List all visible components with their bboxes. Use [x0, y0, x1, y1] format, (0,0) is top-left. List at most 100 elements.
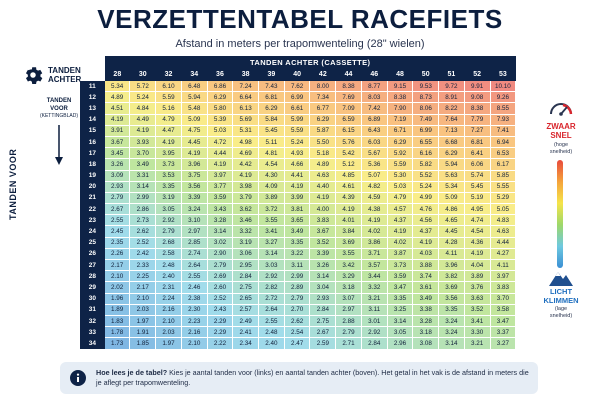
table-cell: 9.15: [387, 81, 414, 93]
table-cell: 2.60: [207, 281, 234, 294]
table-cell: 3.49: [284, 225, 311, 238]
legend-heavy-line1: ZWAAR: [546, 122, 576, 131]
table-cell: 6.29: [438, 147, 465, 160]
table-cell: 3.55: [258, 214, 285, 227]
table-cell: 4.69: [232, 147, 260, 160]
left-box-label: TANDEN VOOR (KETTINGBLAD): [36, 98, 82, 121]
table-cell: 2.25: [129, 270, 157, 283]
table-cell: 3.32: [361, 281, 388, 294]
table-cell: 3.81: [284, 203, 311, 216]
table-cell: 3.93: [129, 136, 157, 149]
table-cell: 4.82: [361, 181, 388, 193]
table-cell: 3.01: [361, 315, 388, 328]
row-header-34: 34: [80, 337, 105, 349]
table-cell: 5.80: [207, 102, 234, 115]
table-cell: 6.29: [258, 102, 285, 115]
table-cell: 6.71: [387, 125, 414, 137]
table-cell: 3.96: [438, 259, 465, 272]
table-cell: 6.64: [232, 91, 260, 104]
table-cell: 6.94: [490, 136, 517, 149]
table-cell: 3.37: [490, 326, 517, 339]
table-cell: 2.02: [104, 281, 131, 294]
table-cell: 4.89: [104, 91, 131, 104]
header-cog-53: 53: [490, 68, 516, 81]
corner-label-line2: ACHTER: [48, 75, 82, 84]
table-row: 13 4.51 4.84 5.16 5.48 5.80 6.13 6.29 6.61 6.77 7.…: [80, 102, 517, 115]
table-cell: 2.43: [207, 304, 234, 316]
table-cell: 4.36: [464, 237, 491, 249]
table-cell: 5.87: [309, 125, 337, 137]
row-header-14: 14: [80, 114, 105, 126]
table-cell: 3.05: [387, 326, 414, 339]
table-cell: 7.19: [387, 114, 414, 126]
table-cell: 4.19: [464, 248, 491, 261]
table-cell: 3.21: [361, 293, 388, 305]
table-cell: 2.24: [155, 293, 182, 305]
table-cell: 8.77: [361, 81, 388, 93]
table-cell: 2.10: [155, 315, 182, 328]
table-cell: 6.81: [464, 136, 491, 149]
table-cell: 2.79: [155, 225, 182, 238]
table-cell: 4.41: [284, 170, 311, 182]
table-cell: 8.55: [490, 102, 517, 115]
table-cell: 3.39: [309, 248, 337, 261]
table-cell: 4.27: [490, 248, 517, 261]
table-cell: 5.94: [181, 91, 208, 104]
table-row: 12 4.89 5.24 5.59 5.94 6.29 6.64 6.81 6.99 7.34 7.…: [80, 91, 517, 104]
table-cell: 5.07: [361, 170, 388, 182]
table-cell: 4.19: [335, 203, 362, 216]
table-cell: 3.35: [284, 237, 311, 249]
table-cell: 5.18: [309, 147, 337, 160]
table-cell: 4.66: [284, 158, 311, 171]
table-cell: 2.92: [361, 326, 388, 339]
table-cell: 2.99: [129, 192, 157, 205]
row-header-12: 12: [80, 91, 105, 103]
table-cell: 3.76: [464, 281, 491, 294]
table-cell: 4.93: [284, 147, 311, 160]
header-cog-28: 28: [104, 68, 130, 81]
table-cell: 4.11: [438, 248, 465, 261]
table-cell: 3.14: [258, 248, 285, 261]
table-cell: 4.47: [155, 125, 182, 137]
table-cell: 3.55: [335, 248, 362, 261]
table-cell: 5.45: [258, 125, 285, 137]
table-cell: 4.74: [464, 214, 491, 227]
table-cell: 5.50: [309, 136, 337, 149]
table-cell: 4.45: [181, 136, 208, 149]
table-cell: 3.57: [361, 259, 388, 272]
table-cell: 3.24: [438, 326, 465, 339]
table-cell: 3.19: [155, 192, 182, 205]
table-cell: 3.31: [129, 170, 157, 182]
table-cell: 4.37: [412, 225, 440, 238]
table-cell: 7.24: [232, 81, 260, 93]
table-cell: 6.41: [464, 147, 491, 160]
table-cell: 4.44: [207, 147, 234, 160]
table-cell: 3.70: [490, 293, 517, 305]
table-cell: 7.90: [387, 102, 414, 115]
table-cell: 2.03: [155, 326, 182, 339]
header-cog-39: 39: [258, 68, 285, 81]
table-cell: 8.38: [387, 91, 414, 104]
table-cell: 5.19: [464, 192, 491, 205]
info-box: Hoe lees je de tabel? Kies je aantal tan…: [60, 362, 538, 394]
table-cell: 4.00: [309, 203, 337, 216]
table-cell: 3.14: [438, 337, 465, 350]
table-cell: 3.35: [155, 181, 182, 193]
table-cell: 6.99: [284, 91, 311, 104]
table-cell: 2.55: [258, 315, 285, 328]
table-cell: 4.19: [309, 192, 337, 205]
table-cell: 3.67: [104, 136, 131, 149]
table-row: 33 1.78 1.91 2.03 2.16 2.29 2.41 2.48 2.54 2.67 2.…: [80, 326, 517, 339]
table-cell: 9.91: [464, 81, 491, 93]
table-cell: 2.67: [104, 203, 131, 216]
row-header-31: 31: [80, 304, 105, 316]
table-cell: 3.26: [309, 259, 337, 272]
table-row: 20 2.93 3.14 3.35 3.56 3.77 3.98 4.09 4.19 4.40 4.…: [80, 181, 517, 193]
table-cell: 4.54: [464, 225, 491, 238]
table-cell: 2.41: [232, 326, 260, 339]
row-header-20: 20: [80, 181, 105, 193]
table-cell: 1.96: [104, 293, 131, 305]
table-cell: 5.82: [412, 158, 440, 171]
table-cell: 3.35: [438, 304, 465, 316]
table-cell: 3.05: [155, 203, 182, 216]
